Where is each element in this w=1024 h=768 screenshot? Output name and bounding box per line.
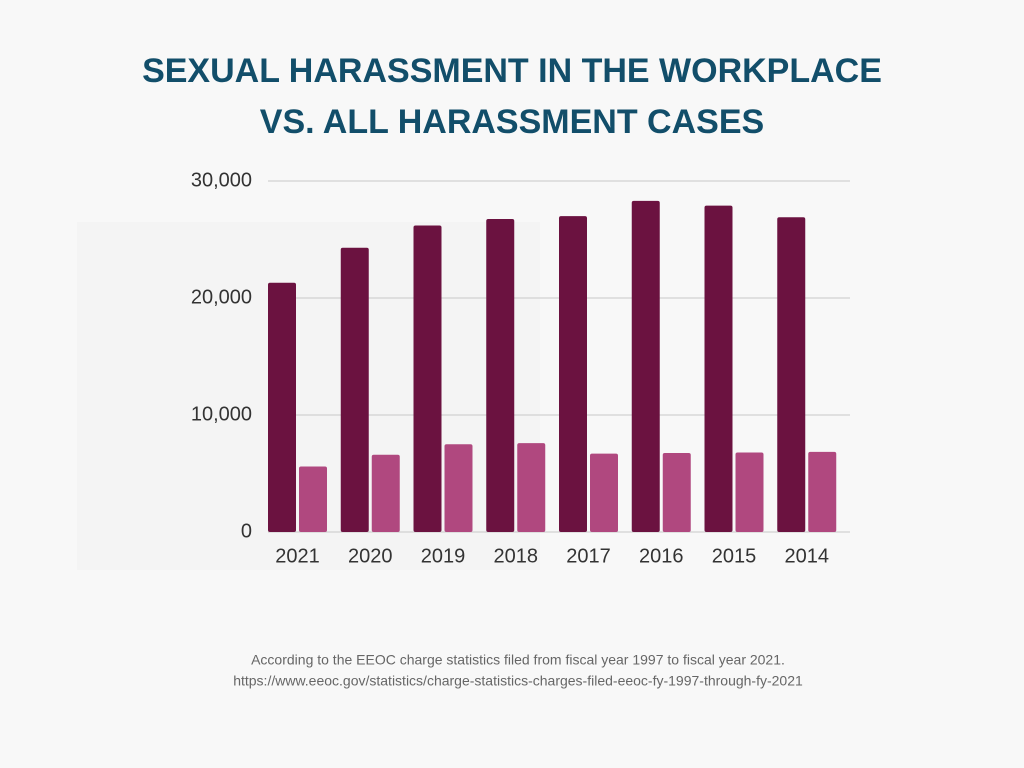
bar bbox=[559, 216, 587, 532]
bar bbox=[299, 466, 327, 532]
bar bbox=[777, 217, 806, 532]
bar bbox=[444, 444, 473, 532]
x-tick-label: 2019 bbox=[421, 545, 466, 567]
bar bbox=[704, 205, 733, 532]
y-tick-label: 10,000 bbox=[191, 403, 252, 425]
x-tick-label: 2017 bbox=[566, 545, 611, 567]
bar bbox=[662, 453, 691, 532]
bar bbox=[808, 451, 837, 532]
bar bbox=[590, 453, 618, 532]
bar bbox=[486, 219, 515, 532]
chart-title: SEXUAL HARASSMENT IN THE WORKPLACE bbox=[142, 52, 882, 90]
footnote: https://www.eeoc.gov/statistics/charge-s… bbox=[233, 673, 803, 689]
bar bbox=[268, 282, 296, 532]
x-tick-label: 2015 bbox=[712, 545, 757, 567]
x-tick-label: 2016 bbox=[639, 545, 684, 567]
x-tick-label: 2020 bbox=[348, 545, 393, 567]
x-tick-label: 2014 bbox=[785, 545, 830, 567]
bar bbox=[371, 454, 400, 532]
x-tick-label: 2021 bbox=[275, 545, 320, 567]
footnote: According to the EEOC charge statistics … bbox=[251, 652, 785, 668]
bar bbox=[631, 200, 660, 532]
bar bbox=[413, 225, 442, 532]
y-tick-label: 0 bbox=[241, 520, 252, 542]
bar bbox=[735, 452, 764, 532]
y-tick-label: 20,000 bbox=[191, 286, 252, 308]
chart-title: VS. ALL HARASSMENT CASES bbox=[260, 103, 764, 141]
y-tick-label: 30,000 bbox=[191, 169, 252, 191]
bar bbox=[517, 443, 546, 532]
x-tick-label: 2018 bbox=[494, 545, 539, 567]
bar bbox=[340, 247, 369, 532]
